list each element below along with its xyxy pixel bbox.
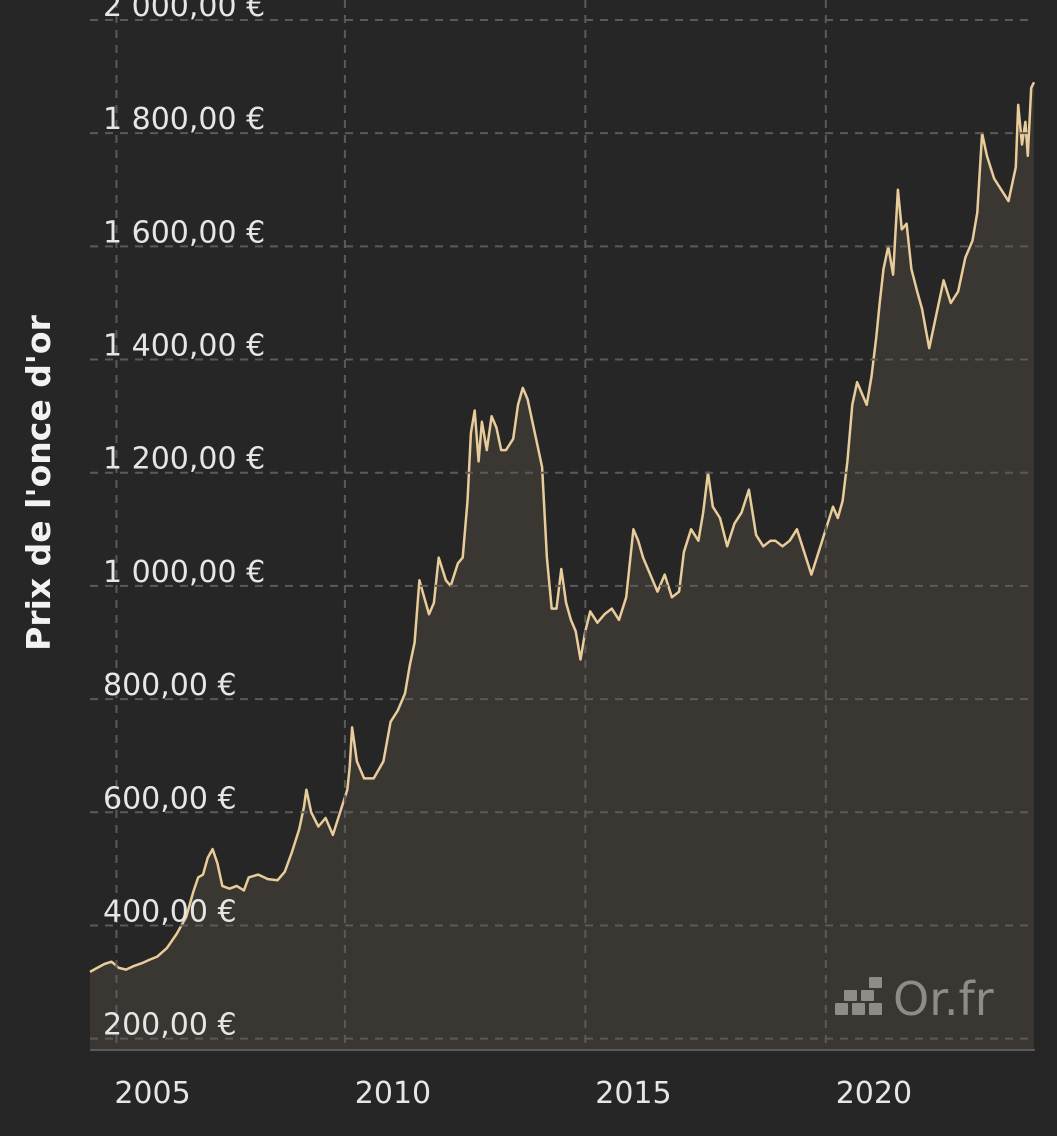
y-tick-label: 1 600,00 € [103, 215, 265, 250]
gridlines [90, 0, 1035, 1051]
plot-area [89, 81, 1036, 1051]
price-line [89, 81, 1036, 973]
y-axis-title: Prix de l'once d'or [19, 314, 58, 650]
x-tick-label: 2005 [114, 1076, 190, 1111]
y-tick-label: 2 000,00 € [103, 0, 265, 24]
y-tick-label: 400,00 € [103, 894, 237, 929]
y-tick-label: 600,00 € [103, 781, 237, 816]
x-tick-label: 2015 [595, 1076, 671, 1111]
y-tick-label: 800,00 € [103, 668, 237, 703]
gold-bars-icon [835, 977, 882, 1015]
y-tick-label: 1 000,00 € [103, 555, 265, 590]
y-tick-label: 1 200,00 € [103, 442, 265, 477]
y-tick-label: 1 800,00 € [103, 102, 265, 137]
y-axis-ticks: 200,00 € 400,00 € 600,00 € 800,00 € 1 000,00… [103, 0, 265, 1043]
x-axis-ticks: 2005 2010 2015 2020 [114, 1076, 912, 1111]
x-tick-label: 2020 [836, 1076, 912, 1111]
x-tick-label: 2010 [355, 1076, 431, 1111]
watermark: Or.fr [835, 972, 994, 1026]
price-area [90, 82, 1034, 1051]
y-tick-label: 200,00 € [103, 1008, 237, 1043]
y-tick-label: 1 400,00 € [103, 329, 265, 364]
watermark-text: Or.fr [893, 972, 994, 1026]
